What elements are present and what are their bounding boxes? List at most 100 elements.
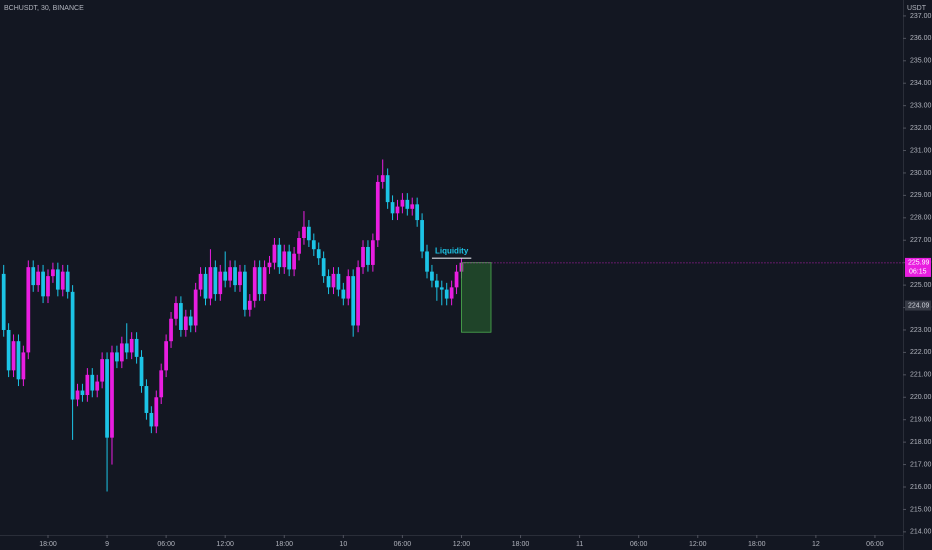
candle-body bbox=[179, 303, 183, 330]
liquidity-label: Liquidity bbox=[435, 246, 469, 255]
candle-body bbox=[282, 251, 287, 268]
candle-body bbox=[400, 199, 405, 207]
candle-body bbox=[174, 303, 178, 319]
x-tick-label: 18:00 bbox=[512, 541, 530, 548]
candle-body bbox=[410, 204, 415, 209]
x-tick-label: 06:00 bbox=[157, 541, 175, 548]
price-line-box bbox=[905, 300, 931, 311]
candle-body bbox=[188, 316, 193, 326]
candle-body bbox=[139, 356, 144, 387]
candle-body bbox=[46, 276, 50, 297]
y-tick-label: 227.00 bbox=[910, 237, 932, 244]
y-tick-label: 233.00 bbox=[910, 102, 932, 109]
y-tick-label: 225.00 bbox=[910, 282, 932, 289]
candle-body bbox=[203, 273, 208, 299]
last-price-label: 225.99 bbox=[908, 260, 930, 267]
x-tick-label: 12:00 bbox=[689, 541, 707, 548]
candle-body bbox=[292, 253, 296, 270]
candle-body bbox=[134, 338, 139, 357]
candle-body bbox=[55, 269, 60, 290]
x-tick-label: 18:00 bbox=[275, 541, 293, 548]
candle-body bbox=[302, 226, 306, 239]
candle-body bbox=[336, 273, 341, 290]
candle-body bbox=[380, 175, 385, 182]
x-tick-label: 06:00 bbox=[394, 541, 412, 548]
candle-body bbox=[267, 262, 272, 268]
candle-body bbox=[233, 267, 237, 286]
candle-body bbox=[124, 343, 129, 353]
y-tick-label: 216.00 bbox=[910, 484, 932, 491]
last-price-box bbox=[905, 257, 931, 277]
candle-body bbox=[272, 244, 277, 263]
target-zone bbox=[461, 262, 492, 333]
candle-body bbox=[444, 289, 449, 299]
candle-body bbox=[454, 271, 459, 288]
candle-body bbox=[228, 267, 232, 281]
y-tick-label: 217.00 bbox=[910, 461, 932, 468]
candle-body bbox=[326, 276, 331, 288]
candle-body bbox=[375, 181, 380, 241]
y-tick-label: 223.00 bbox=[910, 327, 932, 334]
x-tick-label: 9 bbox=[105, 541, 109, 548]
candle-body bbox=[434, 280, 439, 288]
candle-body bbox=[341, 289, 346, 299]
candle-body bbox=[95, 381, 100, 391]
candle-body bbox=[223, 271, 228, 281]
candle-body bbox=[356, 267, 360, 326]
candle-body bbox=[257, 267, 262, 295]
x-tick-label: 18:00 bbox=[39, 541, 57, 548]
candle-body bbox=[159, 370, 164, 398]
candle-body bbox=[129, 338, 134, 353]
price-line-label: 224.09 bbox=[908, 302, 930, 309]
candle-body bbox=[247, 300, 252, 310]
candle-body bbox=[60, 271, 65, 290]
y-tick-label: 235.00 bbox=[910, 58, 932, 65]
candle-body bbox=[262, 267, 267, 295]
candle-body bbox=[51, 269, 55, 277]
y-tick-label: 214.00 bbox=[910, 529, 932, 536]
candle-body bbox=[415, 204, 420, 221]
candle-body bbox=[149, 412, 154, 427]
y-tick-label: 215.00 bbox=[910, 506, 932, 513]
candle-body bbox=[252, 267, 257, 301]
y-tick-label: 237.00 bbox=[910, 13, 932, 20]
candle-body bbox=[65, 271, 70, 292]
candle-body bbox=[6, 329, 11, 371]
x-tick-label: 12 bbox=[812, 541, 820, 548]
candle-body bbox=[213, 267, 218, 295]
candle-body bbox=[346, 276, 351, 299]
countdown-label: 06:15 bbox=[909, 269, 927, 276]
candle-body bbox=[366, 246, 370, 265]
candle-body bbox=[36, 271, 41, 286]
candle-body bbox=[75, 390, 80, 400]
x-tick-label: 11 bbox=[576, 541, 583, 548]
y-tick-label: 220.00 bbox=[910, 394, 932, 401]
x-tick-label: 12:00 bbox=[216, 541, 234, 548]
candle-body bbox=[198, 273, 203, 290]
candle-body bbox=[395, 206, 400, 214]
candle-body bbox=[439, 287, 444, 290]
candle-body bbox=[90, 374, 95, 391]
candle-body bbox=[316, 249, 321, 259]
candle-body bbox=[80, 390, 85, 396]
candle-body bbox=[100, 359, 105, 382]
x-tick-label: 12:00 bbox=[453, 541, 471, 548]
candle-body bbox=[430, 271, 434, 281]
y-tick-label: 228.00 bbox=[910, 215, 932, 222]
x-tick-label: 06:00 bbox=[866, 541, 884, 548]
y-tick-label: 218.00 bbox=[910, 439, 932, 446]
y-axis-unit: USDT bbox=[907, 5, 927, 12]
y-tick-label: 236.00 bbox=[910, 35, 932, 42]
candle-body bbox=[193, 289, 198, 326]
candle-body bbox=[11, 341, 16, 371]
candle-body bbox=[405, 199, 410, 209]
y-tick-label: 231.00 bbox=[910, 147, 932, 154]
candle-body bbox=[105, 359, 109, 438]
y-tick-label: 230.00 bbox=[910, 170, 932, 177]
y-tick-label: 219.00 bbox=[910, 417, 932, 424]
candle-body bbox=[425, 251, 429, 272]
x-tick-label: 06:00 bbox=[630, 541, 648, 548]
